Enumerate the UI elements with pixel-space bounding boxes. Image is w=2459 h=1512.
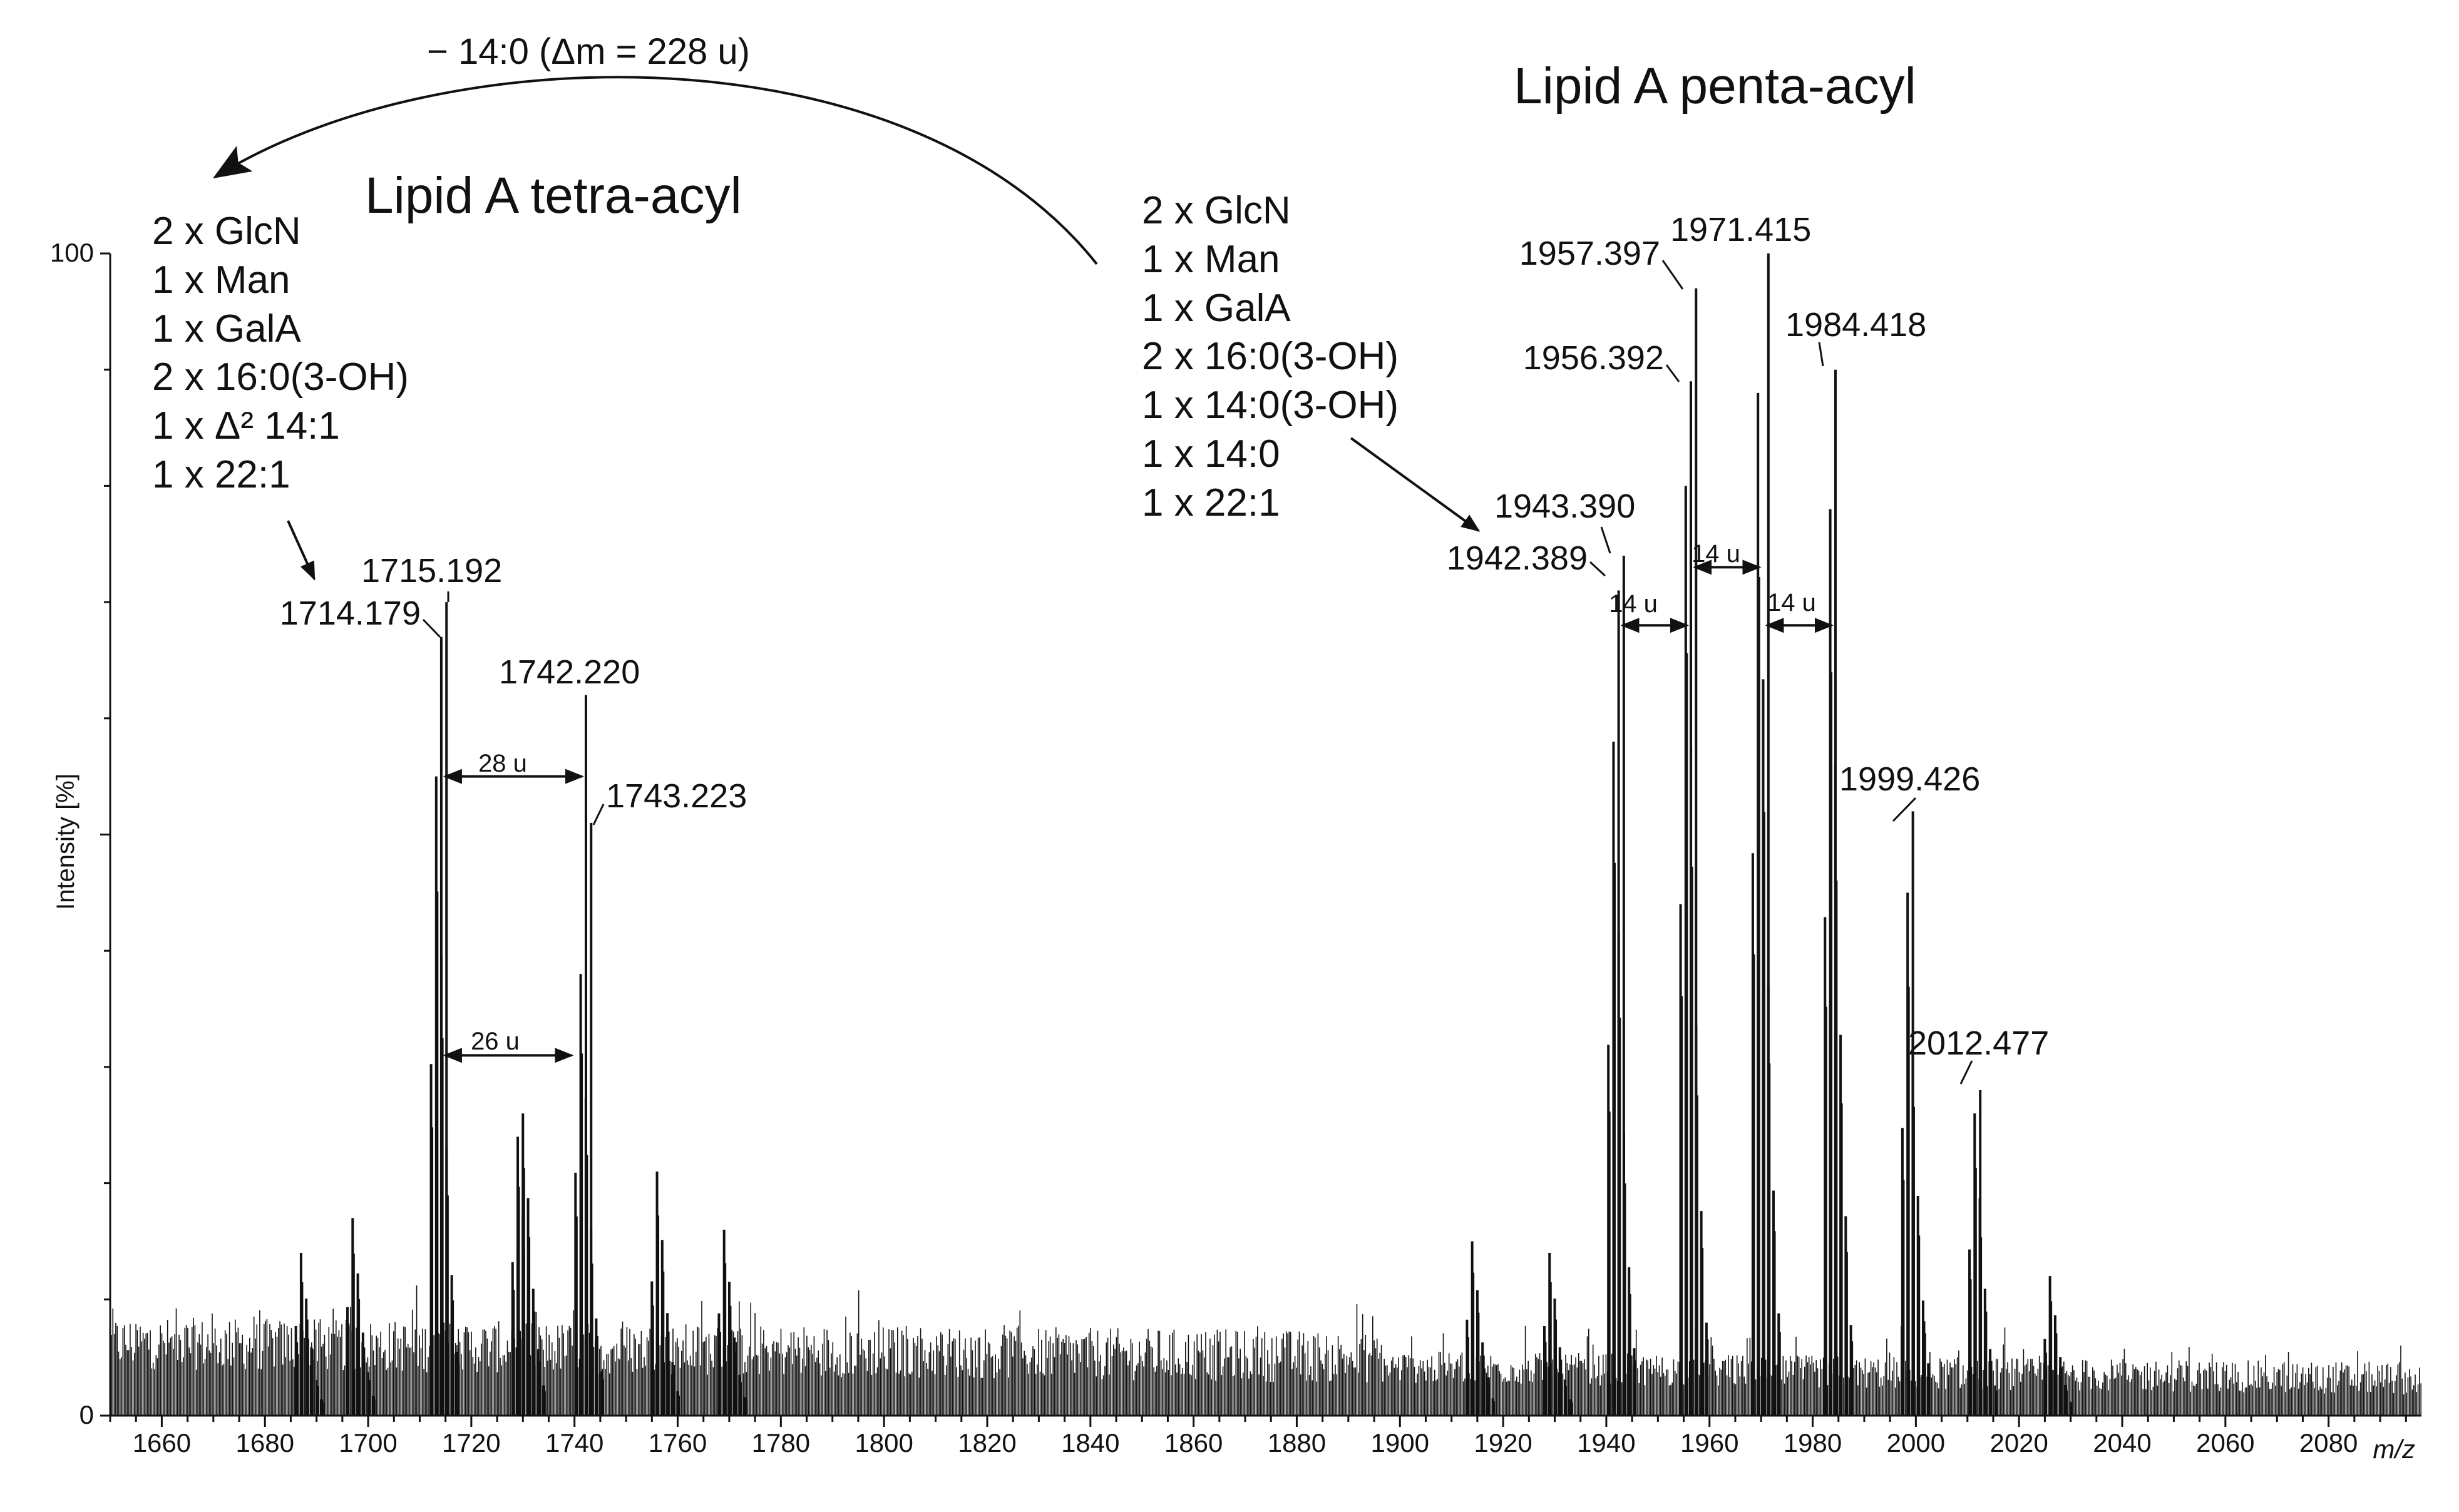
x-tick-label-1880: 1880 [1268, 1428, 1326, 1458]
x-tick-label-1700: 1700 [339, 1428, 397, 1458]
tetra-pointer-arrow [287, 520, 316, 581]
penta-comp-6: 1 x 22:1 [1142, 481, 1280, 524]
isotope-cluster-0 [429, 776, 459, 1416]
x-tick-label-1920: 1920 [1474, 1428, 1532, 1458]
penta-comp-5: 1 x 14:0 [1142, 432, 1280, 476]
peak-label-1971-415: 1971.415 [1670, 211, 1811, 248]
penta-comp-1: 1 x Man [1142, 238, 1280, 281]
x-tick-label-2060: 2060 [2196, 1428, 2254, 1458]
tetra-comp-2: 1 x GalA [152, 307, 301, 350]
leader-1984-418 [1818, 342, 1824, 367]
diff-label-14u-c: 14 u [1767, 589, 1816, 616]
tetra-comp-3: 2 x 16:0(3-OH) [152, 355, 409, 399]
tetra-comp-1: 1 x Man [152, 258, 290, 302]
leader-1999-426 [1892, 797, 1917, 822]
leader-1943-390 [1600, 526, 1611, 554]
loss-label: − 14:0 (Δm = 228 u) [427, 31, 750, 72]
peak-label-1999-426: 1999.426 [1839, 760, 1980, 798]
minor-peak-0 [294, 1253, 324, 1416]
minor-peak-6 [1466, 1241, 1496, 1416]
x-tick-label-2020: 2020 [1989, 1428, 2048, 1458]
x-tick-label-1800: 1800 [855, 1428, 913, 1458]
spectrum-peaks [294, 253, 2073, 1416]
tetra-comp-4: 1 x Δ² 14:1 [152, 404, 340, 447]
peak-labels: 1714.179 1715.192 1742.220 1743.223 1942… [280, 211, 2049, 1085]
x-tick-label-1760: 1760 [649, 1428, 707, 1458]
tetra-acyl-title: Lipid A tetra-acyl [365, 167, 742, 224]
x-tick-label-1960: 1960 [1680, 1428, 1738, 1458]
x-tick-label-1980: 1980 [1784, 1428, 1842, 1458]
peak-label-1743-223: 1743.223 [606, 777, 747, 815]
penta-comp-4: 1 x 14:0(3-OH) [1142, 384, 1399, 427]
leader-1942-389 [1589, 561, 1606, 577]
x-tick-label-1900: 1900 [1371, 1428, 1429, 1458]
y-axis-ticks [100, 252, 110, 1417]
isotope-cluster-2 [1607, 741, 1637, 1416]
peak-label-1714-179: 1714.179 [280, 595, 421, 632]
y-tick-label-0: 0 [80, 1400, 94, 1429]
leader-1956-392 [1665, 364, 1680, 382]
penta-comp-2: 1 x GalA [1142, 287, 1291, 330]
minor-peak-7 [1543, 1253, 1573, 1416]
penta-comp-0: 2 x GlcN [1142, 189, 1291, 232]
x-tick-label-2000: 2000 [1887, 1428, 1945, 1458]
minor-peak-5 [717, 1229, 747, 1416]
penta-pointer-arrow [1350, 437, 1481, 532]
x-tick-label-1840: 1840 [1061, 1428, 1119, 1458]
isotope-cluster-7 [1968, 1113, 1998, 1416]
leader-2012-477 [1959, 1060, 1973, 1085]
y-axis-title: Intensity [%] [52, 774, 80, 910]
mass-difference-arrows [443, 559, 1834, 1063]
peak-label-1942-389: 1942.389 [1447, 539, 1588, 577]
x-tick-label-1660: 1660 [133, 1428, 191, 1458]
peak-label-2012-477: 2012.477 [1908, 1024, 2049, 1062]
peak-label-1956-392: 1956.392 [1523, 339, 1664, 377]
isotope-cluster-5 [1824, 509, 1854, 1416]
x-axis-ticks: 1660 1680 1700 1720 1740 1760 1780 1800 1820 1840… [109, 1416, 2407, 1458]
peak-label-1742-220: 1742.220 [499, 653, 640, 691]
mass-difference-labels: 28 u 26 u 14 u 14 u 14 u [471, 540, 1816, 1055]
diff-label-14u-b: 14 u [1692, 540, 1740, 568]
tetra-comp-0: 2 x GlcN [152, 210, 301, 253]
peak-label-1984-418: 1984.418 [1785, 306, 1926, 344]
minor-peak-8 [2043, 1276, 2073, 1416]
x-tick-label-1820: 1820 [958, 1428, 1016, 1458]
tetra-composition: 2 x GlcN 1 x Man 1 x GalA 2 x 16:0(3-OH)… [152, 210, 409, 496]
isotope-cluster-3 [1679, 486, 1709, 1416]
minor-peak-4 [650, 1172, 680, 1416]
x-tick-label-1720: 1720 [442, 1428, 500, 1458]
x-tick-label-2040: 2040 [2093, 1428, 2151, 1458]
x-tick-label-1680: 1680 [236, 1428, 294, 1458]
y-tick-label-100: 100 [50, 238, 94, 267]
minor-peak-1 [346, 1218, 376, 1416]
isotope-cluster-1 [574, 974, 604, 1416]
x-tick-label-2080: 2080 [2299, 1428, 2358, 1458]
x-tick-label-1940: 1940 [1577, 1428, 1635, 1458]
peak-label-1715-192: 1715.192 [361, 552, 502, 590]
penta-comp-3: 2 x 16:0(3-OH) [1142, 335, 1399, 378]
leader-1743-223 [592, 804, 605, 825]
diff-label-26u: 26 u [471, 1028, 520, 1055]
x-tick-label-1860: 1860 [1164, 1428, 1223, 1458]
leader-1957-397 [1661, 260, 1684, 290]
peak-label-1957-397: 1957.397 [1519, 235, 1660, 272]
x-tick-label-1740: 1740 [545, 1428, 603, 1458]
penta-acyl-title: Lipid A penta-acyl [1514, 58, 1916, 115]
penta-composition: 2 x GlcN 1 x Man 1 x GalA 2 x 16:0(3-OH)… [1142, 189, 1399, 524]
tetra-comp-5: 1 x 22:1 [152, 453, 290, 496]
diff-label-14u-a: 14 u [1609, 590, 1658, 618]
leader-1714-179 [422, 618, 441, 638]
x-axis-title: m/z [2373, 1434, 2415, 1464]
peak-label-1943-390: 1943.390 [1494, 488, 1635, 525]
loss-arrow [212, 76, 1098, 265]
isotope-cluster-6 [1901, 892, 1931, 1416]
x-tick-label-1780: 1780 [752, 1428, 810, 1458]
minor-peak-3 [516, 1113, 546, 1416]
diff-label-28u: 28 u [478, 750, 527, 777]
isotope-cluster-4 [1751, 392, 1781, 1416]
